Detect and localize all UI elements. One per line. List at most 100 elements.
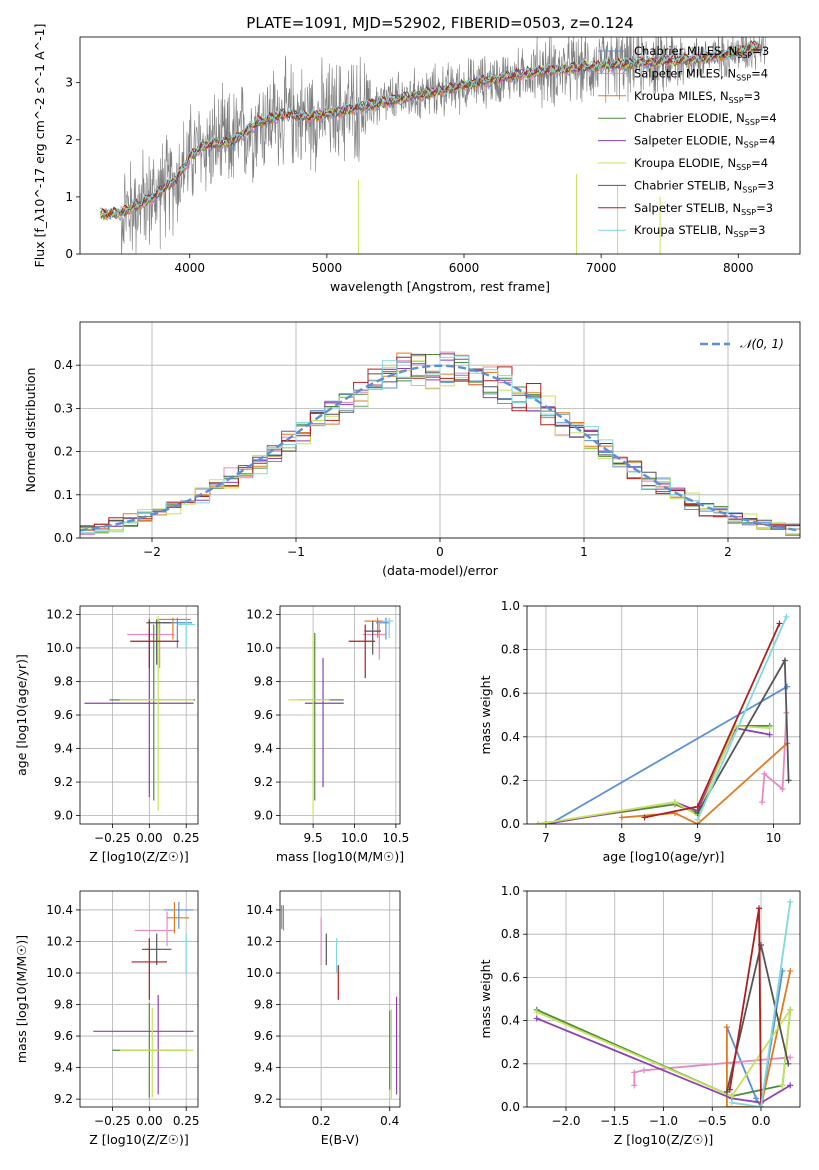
legend-label-salpeter-stelib: Salpeter STELIB, NSSP=3 [634,201,773,217]
legend-label-chabrier-miles: Chabrier MILES, NSSP=3 [634,44,769,60]
series-kroupa-stelib [696,616,788,820]
axes-frame [279,605,401,825]
y-tick-label: 0.0 [501,1100,520,1114]
marker-chabrier-stelib [781,657,788,664]
y-axis-label: mass weight [478,675,493,754]
y-tick-label: 10.0 [246,641,273,655]
legend-subscript: SSP [737,51,752,60]
legend-label-salpeter-elodie: Salpeter ELODIE, NSSP=4 [634,134,776,150]
legend-value: =4 [751,66,768,80]
model-line-kroupa-stelib [100,41,760,216]
x-axis-label: Z [log10(Z/Z☉)] [614,1132,714,1147]
x-axis-label: (data-model)/error [382,563,499,578]
x-tick-label: 4000 [174,261,205,275]
marker-kroupa-miles [618,814,625,821]
legend-label-normal: 𝒩(0, 1) [740,337,784,351]
x-tick-label: 0.00 [136,831,163,845]
y-tick-label: 9.2 [54,775,73,789]
legend-value: =3 [752,44,769,58]
x-tick-label: 0.0 [751,1114,770,1128]
plot-area [281,905,398,1100]
x-axis-label: Z [log10(Z/Z☉)] [89,1132,189,1147]
x-tick-label: 7000 [586,261,617,275]
legend-subscript: SSP [736,73,751,82]
marker-kroupa-stelib [758,1104,764,1107]
marker-kroupa-elodie [728,1093,735,1100]
y-axis-label: mass weight [478,959,493,1038]
marker-kroupa-miles [787,967,794,974]
mass-vs-ebv-panel: 0.2 0.4 9.2 9.4 9.6 9.8 10.0 10.2 10.4 E(B-V) [246,890,401,1147]
y-tick-label: 0.4 [54,358,73,372]
y-tick-label: 10.2 [46,607,73,621]
series-kroupa-miles [621,742,788,824]
legend-value: =3 [756,201,773,215]
y-tick-label: 9.0 [54,809,73,823]
marker-salpeter-miles [759,799,766,806]
marker-chabrier-stelib [785,777,792,784]
age-vs-mass-panel: 9.5 10.0 10.5 9.0 9.2 9.4 9.6 9.8 10.0 10.2 mass [… [246,605,409,864]
x-tick-label: −0.5 [698,1114,727,1128]
marker-salpeter-miles [761,770,768,777]
y-tick-label: 9.6 [54,708,73,722]
marker-kroupa-stelib [728,1099,735,1106]
series-kroupa-stelib [731,901,792,1107]
y-tick-label: 0.6 [501,970,520,984]
legend-value: =3 [749,223,766,237]
normal-curve [80,364,800,532]
x-tick-label: −2 [143,545,161,559]
x-tick-label: −1 [287,545,305,559]
marker-kroupa-elodie [533,1008,540,1015]
marker-salpeter-miles [631,1082,638,1089]
marker-salpeter-miles [641,1067,647,1074]
histogram-salpeter-stelib [80,356,800,531]
marker-salpeter-elodie [787,1082,794,1089]
y-tick-label: 1 [65,190,73,204]
legend-label-kroupa-stelib: Kroupa STELIB, NSSP=3 [634,223,765,239]
x-tick-label: 0.4 [380,1114,399,1128]
legend-label-kroupa-miles: Kroupa MILES, NSSP=3 [634,89,760,105]
y-tick-label: 9.6 [54,1029,73,1043]
marker-salpeter-miles [787,1054,794,1061]
x-tick-label: 2 [724,545,732,559]
axes-frame [79,36,801,255]
x-tick-label: −1.5 [600,1114,629,1128]
series-kroupa-elodie [538,724,770,824]
legend-value: =4 [751,156,768,170]
y-axis-label: Flux [f_λ10^-17 erg cm^-2 s^-1 A^-1] [32,24,47,268]
marker-kroupa-stelib [783,613,790,620]
model-line-chabrier-stelib [100,40,760,218]
legend-subscript: SSP [729,96,744,105]
x-tick-label: 5000 [312,261,343,275]
y-tick-label: 0.4 [501,730,520,744]
x-tick-label: 0.2 [312,1114,331,1128]
legend-value: =4 [759,134,776,148]
y-tick-label: 1.0 [501,884,520,898]
x-tick-label: 1 [580,545,588,559]
y-tick-label: 10.2 [246,607,273,621]
marker-kroupa-stelib [787,898,794,905]
data-spectrum-line [100,37,766,254]
mass-vs-metallicity-panel: −0.25 0.00 0.25 9.2 9.4 9.6 9.8 10.0 10.2 10.4 Z [… [14,890,200,1147]
marker-salpeter-miles [779,786,786,793]
plot-area [100,37,766,254]
series-salpeter-elodie [545,727,770,824]
figure-title: PLATE=1091, MJD=52902, FIBERID=0503, z=0… [246,14,633,32]
plot-area [80,351,800,536]
x-tick-label: 6000 [449,261,480,275]
x-tick-label: −1.0 [649,1114,678,1128]
marker-salpeter-stelib [756,905,763,912]
age-vs-metallicity-panel: −0.25 0.00 0.25 9.0 9.2 9.4 9.6 9.8 10.0 10.2 Z [l… [14,605,200,864]
x-tick-label: 8000 [723,261,754,275]
legend-subscript: SSP [736,163,751,172]
y-tick-label: 9.8 [54,674,73,688]
y-tick-label: 10.0 [46,966,73,980]
y-tick-label: 0.2 [501,1057,520,1071]
plot-area [93,902,194,1098]
y-tick-label: 9.2 [54,1092,73,1106]
residuals-panel: −2 −1 0 1 2 0.0 0.1 0.2 0.3 0.4 (data-model)/error… [23,321,801,578]
x-tick-label: −0.25 [94,831,131,845]
y-tick-label: 9.2 [254,775,273,789]
marker-salpeter-elodie [533,1015,540,1022]
marker-kroupa-elodie [787,1006,794,1013]
